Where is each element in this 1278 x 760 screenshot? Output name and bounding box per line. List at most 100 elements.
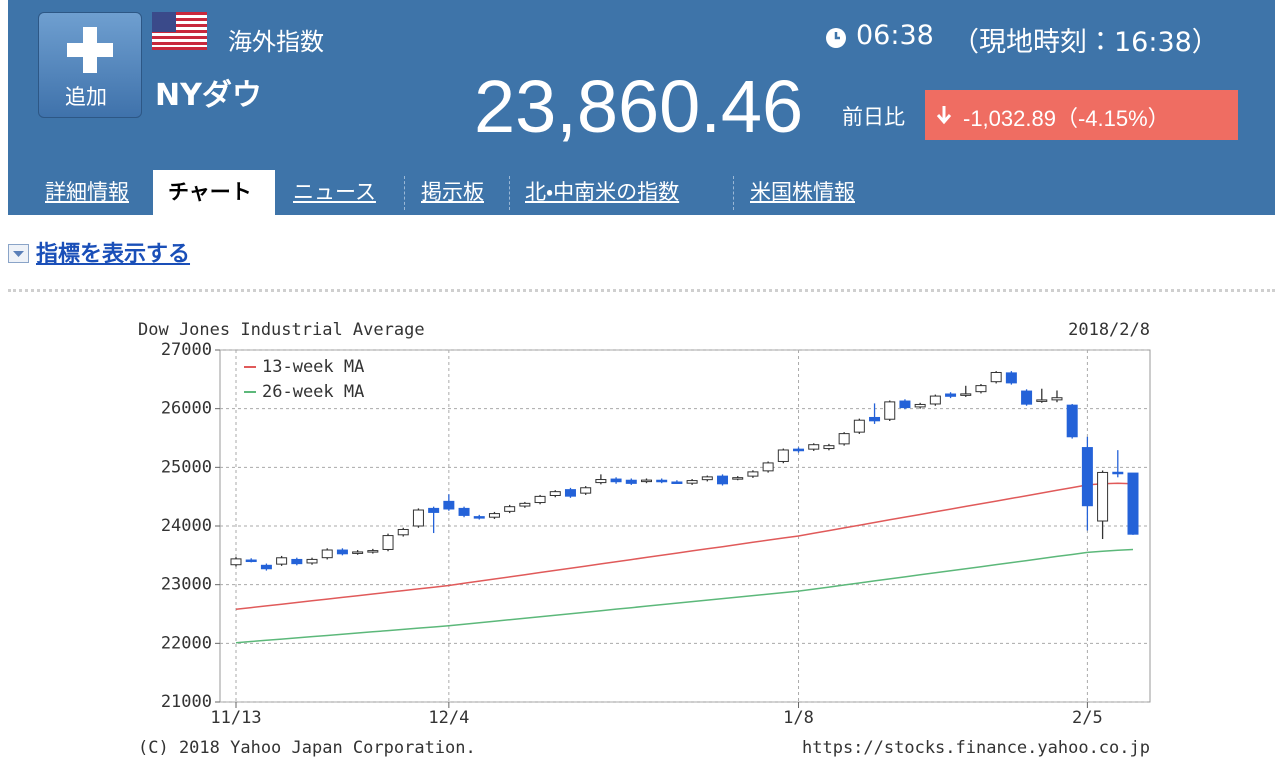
candle-body bbox=[504, 506, 516, 512]
change-box: -1,032.89（-4.15%） bbox=[925, 90, 1238, 140]
candle-body bbox=[1036, 399, 1048, 402]
time: 06:38 bbox=[856, 20, 934, 51]
candle-body bbox=[808, 444, 820, 450]
tab[interactable]: ニュース bbox=[293, 180, 376, 204]
candle-body bbox=[352, 551, 364, 554]
candle-body bbox=[1097, 471, 1109, 522]
candle-body bbox=[960, 393, 972, 396]
candle-body bbox=[656, 479, 668, 483]
legend-box bbox=[238, 356, 398, 406]
local-time: （現地時刻：16:38） bbox=[952, 27, 1219, 58]
tab[interactable]: 掲示板 bbox=[421, 180, 484, 204]
y-tick-label: 21000 bbox=[161, 692, 212, 712]
candle-body bbox=[884, 401, 896, 420]
candle-body bbox=[1005, 372, 1017, 384]
candle-body bbox=[306, 558, 318, 564]
candle-body bbox=[990, 371, 1002, 383]
candle-body bbox=[762, 462, 774, 472]
candle-body bbox=[428, 507, 440, 513]
add-button[interactable]: 追加 bbox=[38, 12, 142, 118]
chart-title: Dow Jones Industrial Average bbox=[138, 320, 425, 340]
y-tick-label: 25000 bbox=[161, 457, 212, 477]
candle-body bbox=[580, 487, 592, 494]
change-label: 前日比 bbox=[842, 105, 905, 129]
candle-body bbox=[625, 479, 637, 484]
candle-body bbox=[458, 507, 470, 516]
indicator-link[interactable]: 指標を表示する bbox=[36, 242, 191, 267]
candle-body bbox=[671, 481, 683, 484]
y-tick-label: 24000 bbox=[161, 516, 212, 536]
tab[interactable]: 北・中南米の指数 bbox=[525, 180, 680, 204]
candle-body bbox=[1081, 447, 1093, 507]
legend-label: 26-week MA bbox=[262, 382, 364, 402]
candle-body bbox=[473, 516, 485, 519]
tab-separator bbox=[509, 176, 510, 210]
candle-body bbox=[443, 500, 455, 510]
candle-body bbox=[929, 395, 941, 405]
x-tick-label: 1/8 bbox=[783, 708, 814, 728]
y-tick-label: 27000 bbox=[161, 340, 212, 360]
chart-date: 2018/2/8 bbox=[1068, 320, 1150, 340]
candle-body bbox=[534, 495, 546, 504]
divider bbox=[8, 289, 1275, 292]
clock-icon bbox=[826, 28, 846, 48]
candle-body bbox=[382, 535, 394, 550]
candle-body bbox=[321, 549, 333, 559]
candle-body bbox=[367, 550, 379, 553]
candle-body bbox=[975, 385, 987, 393]
x-tick-label: 11/13 bbox=[210, 708, 261, 728]
ma-line bbox=[235, 482, 1134, 611]
candle-body bbox=[1127, 472, 1139, 535]
candle-body bbox=[276, 557, 288, 565]
x-tick-label: 2/5 bbox=[1072, 708, 1103, 728]
candle-body bbox=[610, 478, 622, 483]
candle-body bbox=[701, 476, 713, 481]
candle-body bbox=[777, 449, 789, 462]
active-tab-bg bbox=[153, 170, 275, 216]
candle-body bbox=[1051, 397, 1063, 401]
candle-body bbox=[291, 558, 303, 565]
x-tick-label: 12/4 bbox=[428, 708, 469, 728]
candle-body bbox=[412, 509, 424, 527]
y-tick-label: 26000 bbox=[161, 399, 212, 419]
candle-body bbox=[914, 403, 926, 408]
candle-body bbox=[945, 393, 957, 397]
candle-body bbox=[717, 475, 729, 485]
candle-body bbox=[686, 480, 698, 484]
expand-icon bbox=[8, 244, 29, 263]
candle-body bbox=[1112, 471, 1124, 475]
ma-line bbox=[235, 548, 1134, 644]
candle-body bbox=[1021, 390, 1033, 405]
legend-label: 13-week MA bbox=[262, 357, 364, 377]
tab-separator bbox=[733, 176, 734, 210]
candle-body bbox=[899, 400, 911, 409]
tab[interactable]: 詳細情報 bbox=[45, 180, 129, 204]
candle-body bbox=[245, 559, 257, 563]
tab[interactable]: 米国株情報 bbox=[750, 180, 855, 204]
candle-body bbox=[519, 502, 531, 507]
source-url: https://stocks.finance.yahoo.co.jp bbox=[802, 738, 1150, 758]
index-name: NYダウ bbox=[155, 78, 262, 113]
price: 23,860.46 bbox=[474, 65, 804, 148]
candle-body bbox=[488, 513, 500, 518]
candle-body bbox=[260, 564, 272, 570]
us-flag bbox=[152, 12, 207, 50]
tab-active[interactable]: チャート bbox=[168, 180, 252, 204]
candle-body bbox=[230, 558, 242, 566]
y-tick-label: 22000 bbox=[161, 633, 212, 653]
category: 海外指数 bbox=[228, 28, 324, 56]
down-arrow bbox=[936, 106, 952, 125]
candle-body bbox=[823, 445, 835, 450]
y-tick-label: 23000 bbox=[161, 575, 212, 595]
candle-body bbox=[732, 477, 744, 480]
add-label: 追加 bbox=[65, 85, 107, 109]
candle-body bbox=[397, 528, 409, 536]
candle-body bbox=[853, 419, 865, 433]
plus-icon bbox=[67, 27, 113, 73]
copyright: (C) 2018 Yahoo Japan Corporation. bbox=[138, 738, 476, 758]
candle-body bbox=[838, 433, 850, 445]
candle-body bbox=[747, 471, 759, 477]
candle-body bbox=[595, 479, 607, 484]
candle-body bbox=[336, 549, 348, 555]
